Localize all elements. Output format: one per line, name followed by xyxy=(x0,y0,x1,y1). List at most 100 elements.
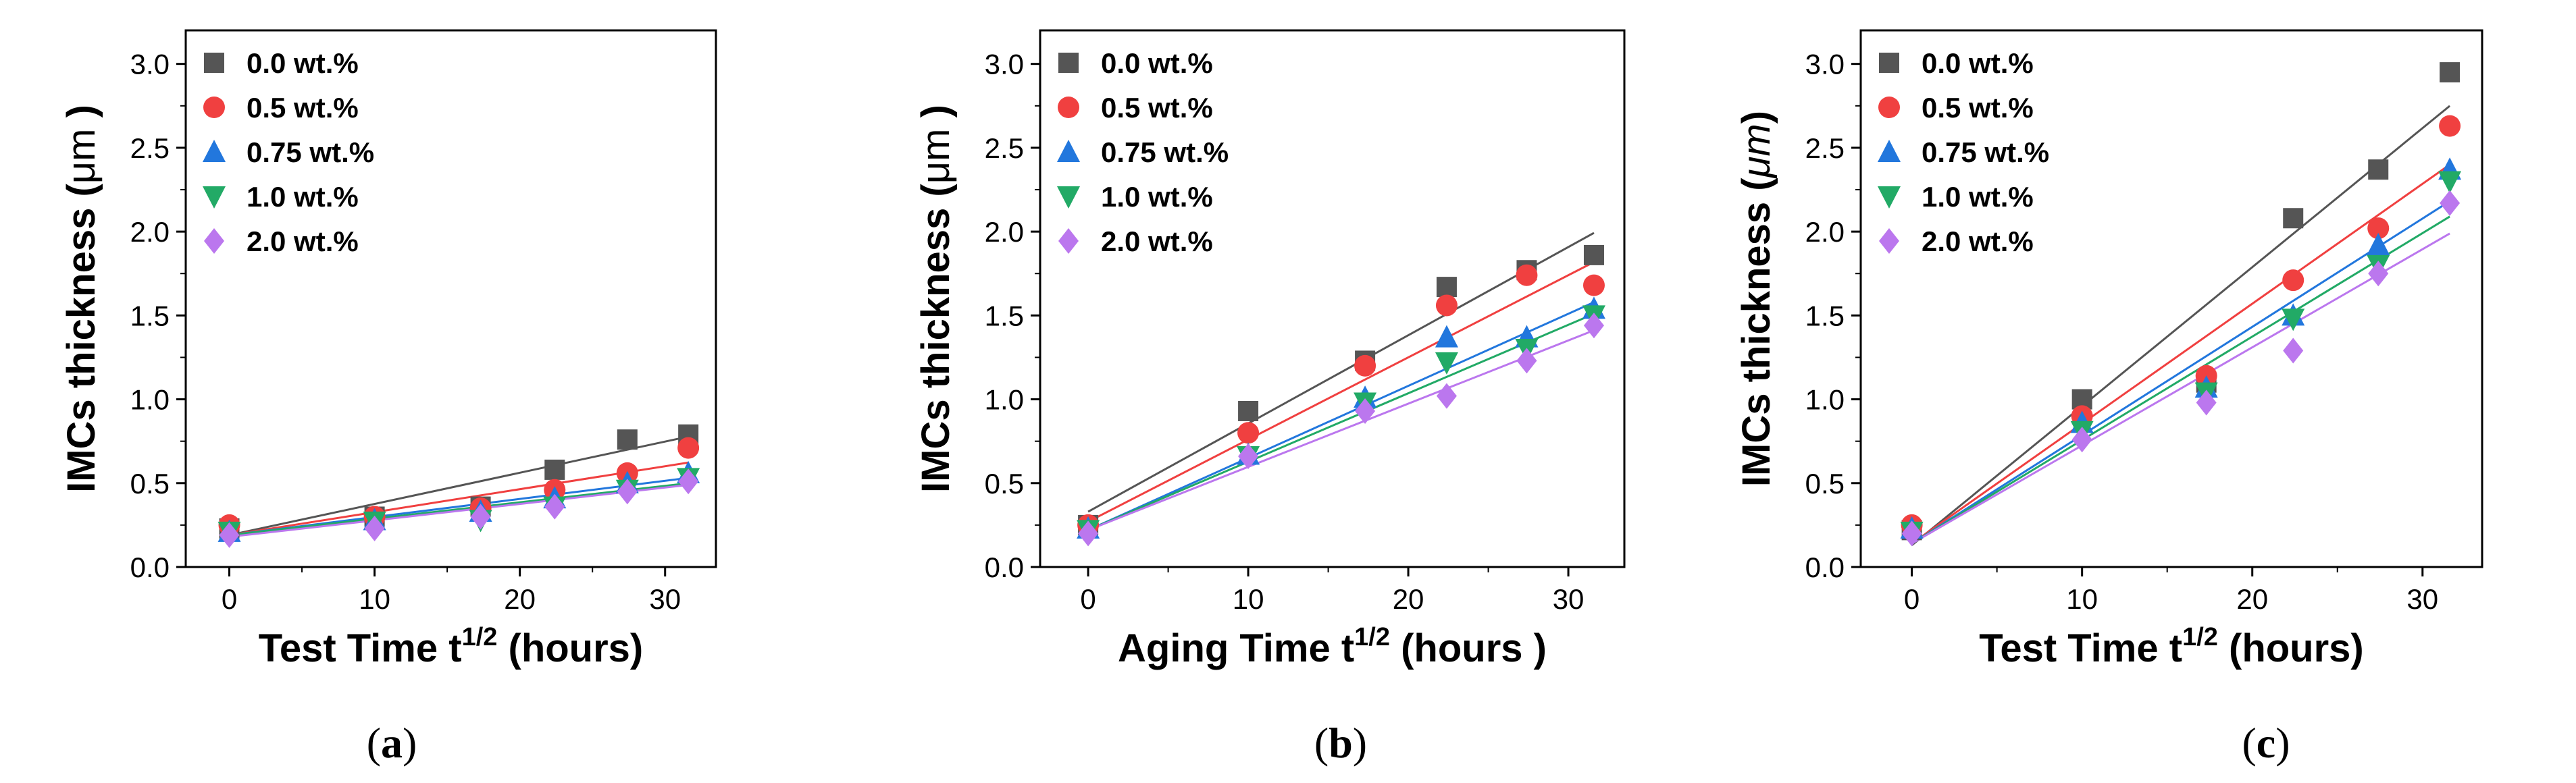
data-point xyxy=(1583,244,1604,265)
fit-line xyxy=(1087,261,1595,523)
y-tick-label: 2.5 xyxy=(130,132,170,164)
x-tick-label: 10 xyxy=(1233,583,1264,615)
data-point xyxy=(1435,352,1458,375)
y-tick-label: 0.5 xyxy=(130,468,170,500)
legend-marker xyxy=(1058,53,1079,73)
data-point xyxy=(2283,338,2304,364)
fit-line xyxy=(1911,163,2450,545)
legend-marker xyxy=(1057,140,1080,162)
legend-entry: 0.75 wt.% xyxy=(1101,136,1229,168)
fit-line xyxy=(1087,329,1595,531)
data-point xyxy=(2438,171,2462,194)
data-point xyxy=(617,429,638,450)
y-tick-label: 0.5 xyxy=(985,468,1024,500)
data-point xyxy=(2196,389,2217,416)
x-tick-label: 10 xyxy=(359,583,390,615)
y-tick-label: 2.0 xyxy=(130,216,170,248)
fit-line xyxy=(1911,232,2450,545)
legend-marker xyxy=(1879,228,1899,254)
x-tick-label: 0 xyxy=(1080,583,1096,615)
y-tick-label: 2.5 xyxy=(1805,132,1845,164)
data-point xyxy=(219,522,240,548)
fit-line xyxy=(1911,200,2450,545)
data-point xyxy=(1435,294,1458,317)
data-point xyxy=(1516,264,1538,286)
y-tick-label: 1.0 xyxy=(1805,384,1845,416)
data-point xyxy=(1238,400,1259,421)
x-tick-label: 10 xyxy=(2066,583,2098,615)
data-point xyxy=(2439,115,2461,137)
y-tick-label: 0.0 xyxy=(985,551,1024,583)
data-point xyxy=(677,437,700,459)
data-point xyxy=(2071,427,2092,453)
data-point xyxy=(2283,208,2304,229)
data-point xyxy=(2367,233,2390,255)
y-tick-label: 2.0 xyxy=(1805,216,1845,248)
plot-frame xyxy=(1859,29,2483,568)
panel-caption: (c) xyxy=(2242,719,2290,767)
data-point xyxy=(2440,62,2461,83)
data-point xyxy=(1237,422,1260,444)
data-point xyxy=(1436,383,1457,409)
panel-caption: (a) xyxy=(367,719,417,767)
y-tick-label: 0.5 xyxy=(1805,468,1845,500)
legend-entry: 0.0 wt.% xyxy=(247,47,359,79)
y-tick-label: 0.0 xyxy=(1805,551,1845,583)
legend-marker xyxy=(1878,140,1901,162)
legend-marker xyxy=(204,228,224,254)
legend-entry: 0.75 wt.% xyxy=(1922,136,2049,168)
fit-line xyxy=(229,435,689,537)
data-point xyxy=(2282,308,2305,331)
y-tick-label: 3.0 xyxy=(1805,49,1845,80)
data-point xyxy=(544,459,565,480)
legend-marker xyxy=(1057,186,1080,209)
x-tick-label: 30 xyxy=(2406,583,2438,615)
data-point xyxy=(1355,398,1376,424)
y-tick-label: 1.5 xyxy=(1805,300,1845,331)
chart-panel-a: 0.0 0.5 1.0 1.5 2.0 2.5 3.0 0 10 20 30 0.0 wt.% 0.5 … xyxy=(59,29,717,767)
legend-marker xyxy=(203,186,226,209)
data-point xyxy=(678,468,699,495)
data-point xyxy=(544,493,565,520)
legend-entry: 1.0 wt.% xyxy=(247,181,359,213)
plot-frame xyxy=(1039,29,1626,568)
data-point xyxy=(364,515,385,541)
x-tick-label: 0 xyxy=(1904,583,1920,615)
data-point xyxy=(1354,354,1376,377)
fit-line xyxy=(229,483,689,538)
x-tick-label: 20 xyxy=(2236,583,2268,615)
x-axis-label: Aging Time t1/2 (hours ) xyxy=(1118,623,1547,670)
legend-entry: 2.0 wt.% xyxy=(1922,225,2034,257)
y-tick-label: 2.5 xyxy=(985,132,1024,164)
legend-marker xyxy=(203,140,226,162)
y-axis-label: IMCs thickness (μm ) xyxy=(59,105,103,493)
y-tick-label: 3.0 xyxy=(130,49,170,80)
x-tick-label: 20 xyxy=(504,583,536,615)
y-tick-label: 1.0 xyxy=(130,384,170,416)
legend-entry: 0.0 wt.% xyxy=(1101,47,1213,79)
data-point xyxy=(2367,217,2390,240)
fit-line xyxy=(1911,215,2450,545)
legend-marker xyxy=(1878,97,1900,118)
y-tick-label: 1.5 xyxy=(985,300,1024,331)
data-point xyxy=(1901,520,1922,547)
legend-entry: 1.0 wt.% xyxy=(1101,181,1213,213)
legend-entry: 0.5 wt.% xyxy=(247,92,359,124)
legend-entry: 0.5 wt.% xyxy=(1922,92,2034,124)
legend-entry: 0.0 wt.% xyxy=(1922,47,2034,79)
data-point xyxy=(2282,269,2304,292)
x-tick-label: 30 xyxy=(1553,583,1585,615)
chart-panel-c: 0.0 0.5 1.0 1.5 2.0 2.5 3.0 0 10 20 30 0.0 wt.% 0.5 … xyxy=(1734,29,2483,767)
data-point xyxy=(1078,520,1099,547)
data-point xyxy=(1582,274,1605,296)
fit-line xyxy=(1911,105,2451,546)
y-tick-label: 1.0 xyxy=(985,384,1024,416)
chart-panel-b: 0.0 0.5 1.0 1.5 2.0 2.5 3.0 0 10 20 30 0.0 wt.% 0.5 … xyxy=(914,29,1626,767)
x-axis-label: Test Time t1/2 (hours) xyxy=(259,623,644,670)
legend-marker xyxy=(1058,97,1079,118)
data-point xyxy=(1516,348,1537,374)
data-point xyxy=(1435,325,1458,348)
legend-entry: 0.75 wt.% xyxy=(247,136,374,168)
x-tick-label: 30 xyxy=(649,583,681,615)
